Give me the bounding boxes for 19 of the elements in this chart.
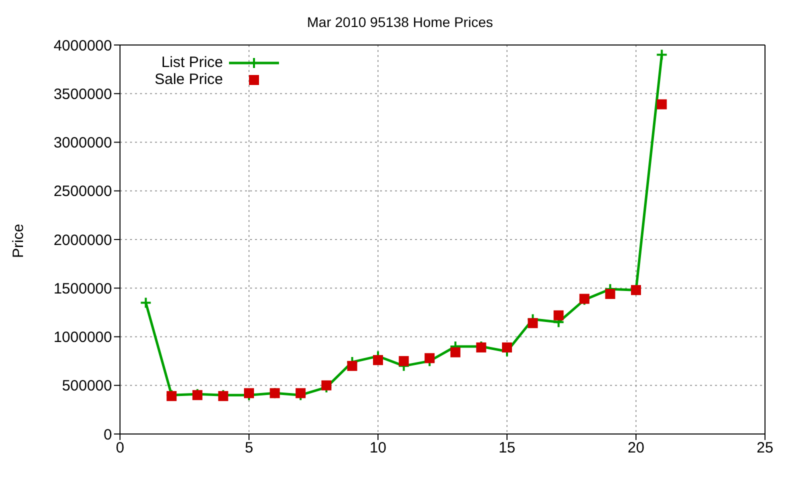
y-axis-title: Price	[10, 224, 27, 258]
x-tick-label: 0	[116, 440, 124, 457]
y-tick-label: 3500000	[54, 86, 112, 103]
legend-label: List Price	[160, 54, 223, 71]
chart-title: Mar 2010 95138 Home Prices	[306, 14, 494, 30]
x-tick-label: 10	[370, 440, 386, 457]
x-tick-label: 15	[498, 440, 516, 457]
y-tick-label: 500000	[62, 378, 112, 395]
x-tick-label: 25	[756, 440, 774, 457]
x-tick-label: 5	[244, 440, 254, 457]
y-tick-label: 2000000	[54, 232, 112, 249]
y-tick-label: 3000000	[54, 134, 112, 152]
y-tick-label: 4000000	[54, 37, 112, 54]
legend-label: Sale Price	[154, 71, 223, 88]
y-tick-label: 2500000	[54, 183, 112, 200]
x-tick-label: 20	[628, 440, 644, 457]
y-tick-label: 1500000	[54, 280, 112, 298]
y-tick-label: 1000000	[54, 329, 112, 346]
y-tick-label: 0	[104, 426, 112, 444]
